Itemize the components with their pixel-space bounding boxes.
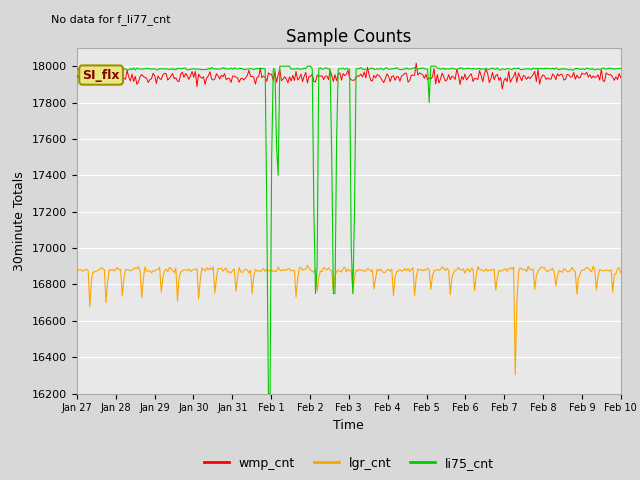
Text: No data for f_li77_cnt: No data for f_li77_cnt	[51, 13, 171, 24]
X-axis label: Time: Time	[333, 419, 364, 432]
Legend: wmp_cnt, lgr_cnt, li75_cnt: wmp_cnt, lgr_cnt, li75_cnt	[198, 452, 499, 475]
Y-axis label: 30minute Totals: 30minute Totals	[13, 171, 26, 271]
Title: Sample Counts: Sample Counts	[286, 28, 412, 47]
Text: SI_flx: SI_flx	[83, 69, 120, 82]
